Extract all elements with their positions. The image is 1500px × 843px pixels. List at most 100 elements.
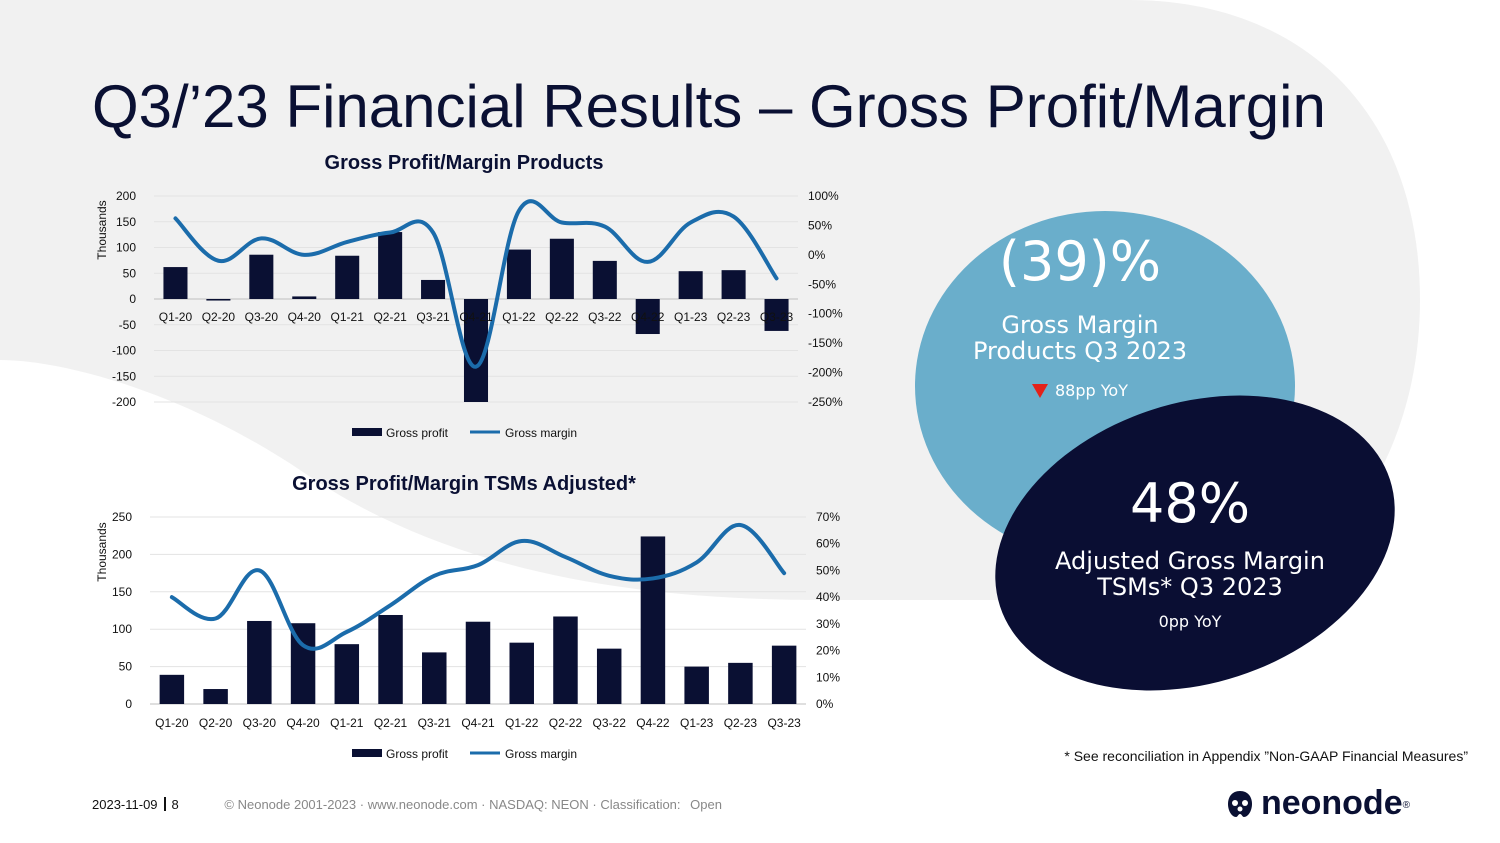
down-arrow-icon bbox=[1032, 384, 1048, 398]
bar-Q3-23 bbox=[764, 299, 789, 331]
y-tick-label: 100 bbox=[116, 241, 136, 255]
x-tick-label: Q3-20 bbox=[243, 716, 277, 730]
x-tick-label: Q3-23 bbox=[760, 310, 794, 324]
bar-Q3-23 bbox=[771, 645, 797, 704]
bar-Q2-22 bbox=[549, 238, 574, 299]
bars bbox=[163, 232, 789, 402]
bar-Q2-23 bbox=[721, 270, 746, 299]
x-tick-label: Q3-22 bbox=[588, 310, 622, 324]
category-ticks: Q1-20 Q2-20 Q3-20 Q4-20 Q1-21 Q2-21 Q3-21 Q4-21… bbox=[159, 310, 794, 324]
kpi-tsms-label-1: Adjusted Gross Margin bbox=[1055, 547, 1325, 575]
right-axis-ticks: 100% 50% 0% -50% -100% -150% -200% -250% bbox=[808, 189, 843, 409]
y2-tick-label: 20% bbox=[816, 644, 840, 658]
y2-tick-label: -50% bbox=[808, 277, 836, 291]
footer-separator bbox=[163, 797, 166, 811]
legend-label-line: Gross margin bbox=[505, 426, 577, 440]
y-tick-label: -50 bbox=[119, 318, 137, 332]
y2-tick-label: 40% bbox=[816, 590, 840, 604]
bar-Q2-20 bbox=[206, 299, 231, 301]
x-tick-label: Q2-21 bbox=[374, 716, 408, 730]
y2-tick-label: 70% bbox=[816, 510, 840, 524]
bar-Q4-22 bbox=[640, 536, 666, 704]
bar-Q1-23 bbox=[678, 271, 703, 299]
x-tick-label: Q3-20 bbox=[245, 310, 279, 324]
x-tick-label: Q4-22 bbox=[636, 716, 670, 730]
right-axis-ticks: 70% 60% 50% 40% 30% 20% 10% 0% bbox=[816, 510, 840, 711]
x-tick-label: Q2-20 bbox=[202, 310, 236, 324]
y2-tick-label: -250% bbox=[808, 395, 843, 409]
y-tick-label: 150 bbox=[116, 215, 136, 229]
x-tick-label: Q4-21 bbox=[461, 716, 495, 730]
bar-Q3-20 bbox=[247, 620, 272, 704]
x-tick-label: Q2-20 bbox=[199, 716, 233, 730]
legend: Gross profit Gross margin bbox=[352, 426, 577, 440]
y2-tick-label: -100% bbox=[808, 307, 843, 321]
x-tick-label: Q2-23 bbox=[717, 310, 751, 324]
bar-Q1-21 bbox=[334, 644, 360, 704]
bar-Q3-22 bbox=[592, 260, 617, 299]
page-title: Q3/’23 Financial Results – Gross Profit/… bbox=[92, 73, 1326, 140]
x-tick-label: Q2-22 bbox=[549, 716, 583, 730]
x-tick-label: Q1-23 bbox=[674, 310, 708, 324]
legend-label-bar: Gross profit bbox=[386, 426, 449, 440]
y-tick-label: 200 bbox=[116, 189, 136, 203]
bar-Q2-23 bbox=[728, 662, 753, 704]
y2-tick-label: 100% bbox=[808, 189, 839, 203]
bars bbox=[159, 536, 797, 704]
y2-tick-label: -200% bbox=[808, 366, 843, 380]
kpi-circle-tsms bbox=[995, 395, 1395, 691]
x-tick-label: Q1-20 bbox=[159, 310, 193, 324]
kpi-products: (39)% Gross Margin Products Q3 2023 bbox=[930, 230, 1230, 365]
bar-Q1-23 bbox=[684, 666, 709, 704]
bar-Q2-20 bbox=[203, 689, 228, 704]
bar-Q4-21 bbox=[465, 621, 491, 704]
bar-Q3-20 bbox=[249, 254, 274, 299]
y-tick-label: 250 bbox=[112, 510, 132, 524]
x-tick-label: Q3-23 bbox=[767, 716, 801, 730]
kpi-tsms: 48% Adjusted Gross Margin TSMs* Q3 2023 … bbox=[1040, 474, 1340, 632]
classification: Open bbox=[690, 797, 722, 812]
kpi-products-label-2: Products Q3 2023 bbox=[972, 337, 1188, 365]
x-tick-label: Q3-22 bbox=[593, 716, 627, 730]
kpi-products-yoy: 88pp YoY bbox=[1055, 381, 1128, 400]
y2-tick-label: 0% bbox=[808, 248, 826, 262]
bar-Q1-22 bbox=[506, 249, 531, 299]
y-tick-label: 150 bbox=[112, 585, 132, 599]
gross-margin-line bbox=[169, 523, 787, 651]
legend-label-line: Gross margin bbox=[505, 747, 577, 761]
bar-Q1-20 bbox=[163, 267, 188, 299]
x-tick-label: Q4-21 bbox=[459, 310, 493, 324]
kpi-tsms-label-2: TSMs* Q3 2023 bbox=[1097, 573, 1283, 601]
footnote: * See reconciliation in Appendix ”Non-GA… bbox=[1064, 748, 1468, 764]
footer-text: © Neonode 2001-2023 · www.neonode.com · … bbox=[224, 797, 681, 812]
margin-line bbox=[173, 199, 779, 369]
x-tick-label: Q1-22 bbox=[502, 310, 536, 324]
legend-swatch-bar bbox=[352, 428, 382, 436]
x-tick-label: Q1-22 bbox=[505, 716, 539, 730]
y-tick-label: -100 bbox=[112, 344, 136, 358]
kpi-products-value: (39)% bbox=[998, 230, 1162, 293]
footer-date: 2023-11-09 bbox=[92, 797, 158, 812]
y2-tick-label: 0% bbox=[816, 697, 834, 711]
chart-title: Gross Profit/Margin Products bbox=[325, 152, 604, 174]
y-tick-label: 200 bbox=[112, 547, 132, 561]
y-tick-label: 100 bbox=[112, 622, 132, 636]
logo-registered-mark: ® bbox=[1402, 800, 1410, 811]
legend-label-bar: Gross profit bbox=[386, 747, 449, 761]
kpi-products-label-1: Gross Margin bbox=[1001, 311, 1159, 339]
y2-tick-label: 50% bbox=[808, 218, 832, 232]
neonode-logo: neonode ® bbox=[1225, 784, 1410, 823]
bar-Q1-20 bbox=[159, 674, 185, 704]
y2-tick-label: 60% bbox=[816, 537, 840, 551]
x-tick-label: Q1-23 bbox=[680, 716, 714, 730]
x-tick-label: Q2-22 bbox=[545, 310, 579, 324]
bar-Q2-21 bbox=[378, 614, 403, 704]
y2-tick-label: 30% bbox=[816, 617, 840, 631]
page-number: 8 bbox=[171, 797, 179, 812]
x-tick-label: Q1-21 bbox=[331, 310, 365, 324]
logo-text: neonode bbox=[1260, 784, 1403, 822]
bar-Q4-20 bbox=[292, 296, 317, 299]
